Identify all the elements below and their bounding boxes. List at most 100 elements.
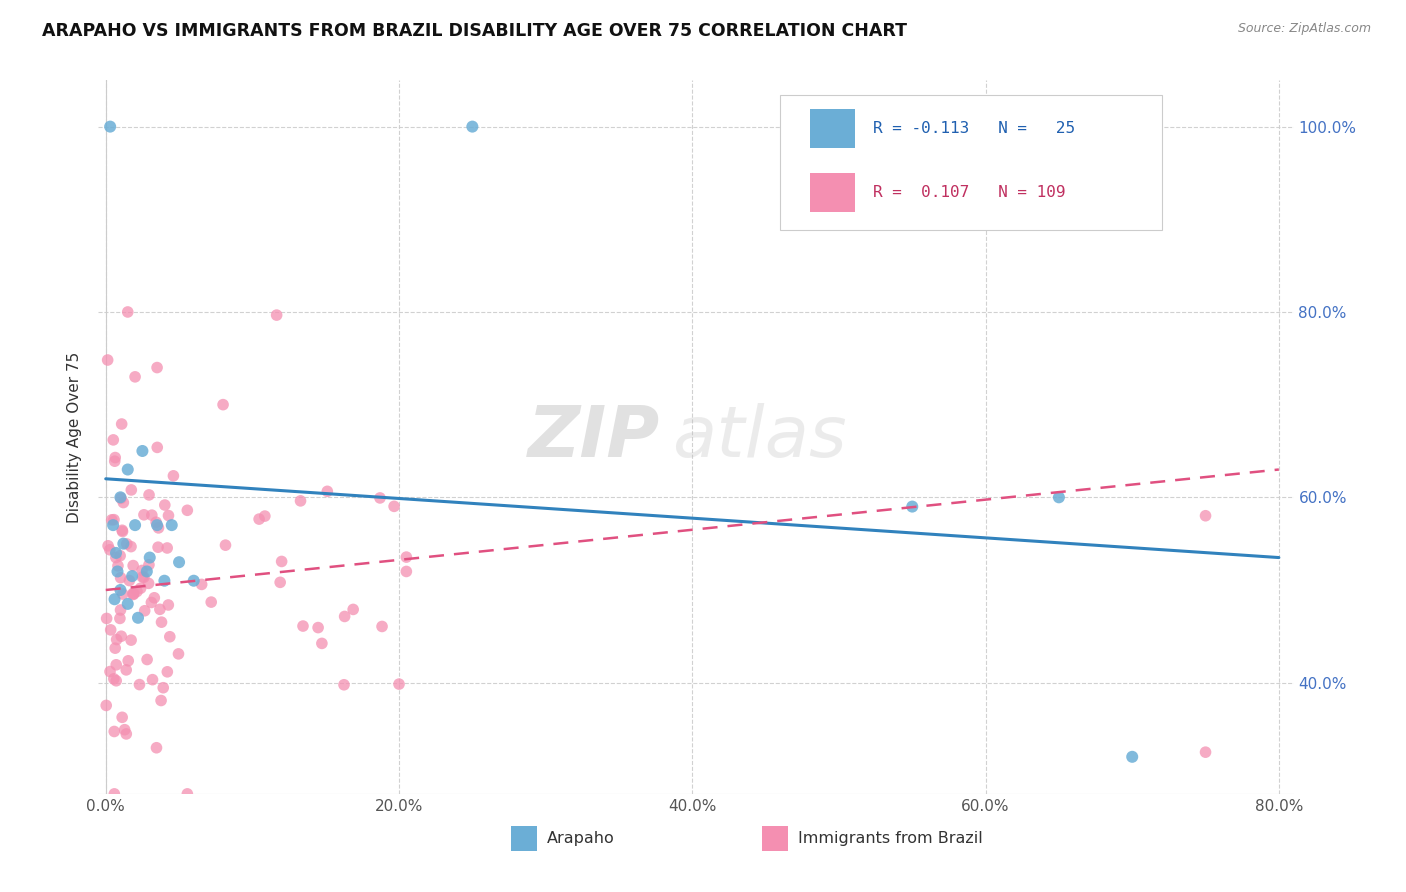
Point <box>395 550 418 565</box>
Point <box>124 518 146 533</box>
Text: atlas: atlas <box>672 402 846 472</box>
Point <box>104 641 127 656</box>
Point <box>132 508 155 522</box>
Text: R =  0.107   N = 109: R = 0.107 N = 109 <box>873 186 1066 200</box>
Point <box>104 454 127 468</box>
Text: R = -0.113   N =   25: R = -0.113 N = 25 <box>873 121 1076 136</box>
Point <box>105 632 128 647</box>
Point <box>112 495 135 509</box>
Point <box>162 468 184 483</box>
Point <box>122 587 145 601</box>
Point <box>110 491 132 506</box>
Point <box>143 591 166 605</box>
Point <box>135 565 157 579</box>
Point <box>122 587 145 601</box>
Point <box>110 491 132 505</box>
Point <box>270 554 292 568</box>
Point <box>112 536 135 550</box>
Point <box>145 740 167 755</box>
Point <box>333 678 356 692</box>
Point <box>127 611 149 625</box>
Point <box>395 565 418 579</box>
Point <box>115 727 138 741</box>
Point <box>115 537 138 551</box>
Point <box>105 546 128 560</box>
Point <box>103 672 125 686</box>
Point <box>114 723 136 737</box>
Point <box>110 629 132 643</box>
Point <box>111 524 134 539</box>
Point <box>125 584 148 599</box>
Point <box>122 558 145 573</box>
Text: ARAPAHO VS IMMIGRANTS FROM BRAZIL DISABILITY AGE OVER 75 CORRELATION CHART: ARAPAHO VS IMMIGRANTS FROM BRAZIL DISABI… <box>42 22 907 40</box>
Text: Immigrants from Brazil: Immigrants from Brazil <box>797 831 983 846</box>
Point <box>134 604 156 618</box>
Point <box>138 558 160 572</box>
Point <box>1194 745 1216 759</box>
Point <box>110 571 132 585</box>
Point <box>108 611 131 625</box>
Point <box>131 564 153 578</box>
Point <box>247 512 270 526</box>
Point <box>98 542 121 557</box>
Point <box>214 538 236 552</box>
Point <box>98 120 121 134</box>
Point <box>100 513 122 527</box>
Point <box>150 615 173 629</box>
Point <box>176 787 198 801</box>
Point <box>148 521 170 535</box>
Point <box>124 369 146 384</box>
Point <box>141 508 163 523</box>
Point <box>103 513 125 527</box>
Point <box>97 539 120 553</box>
Point <box>103 433 125 447</box>
Text: Arapaho: Arapaho <box>547 831 614 846</box>
Point <box>167 647 190 661</box>
Point <box>153 498 176 512</box>
Point <box>117 597 139 611</box>
Point <box>128 677 150 691</box>
Point <box>100 623 122 637</box>
Point <box>371 619 394 633</box>
Point <box>105 673 128 688</box>
Point <box>108 549 131 563</box>
Point <box>388 677 411 691</box>
Point <box>111 523 134 537</box>
Point <box>104 450 127 465</box>
Point <box>97 353 120 368</box>
Bar <box>762 826 787 851</box>
Point <box>159 630 181 644</box>
Point <box>118 574 141 588</box>
Point <box>1121 749 1143 764</box>
Point <box>1194 508 1216 523</box>
Point <box>121 569 143 583</box>
Point <box>111 710 134 724</box>
Point <box>152 681 174 695</box>
Point <box>1047 491 1070 505</box>
Point <box>266 308 288 322</box>
Point <box>146 441 169 455</box>
Point <box>103 787 125 801</box>
Y-axis label: Disability Age Over 75: Disability Age Over 75 <box>67 351 83 523</box>
Point <box>461 120 484 134</box>
Point <box>307 621 329 635</box>
Point <box>96 698 118 713</box>
Point <box>156 665 179 679</box>
Point <box>269 575 291 590</box>
Point <box>212 398 235 412</box>
Point <box>200 595 222 609</box>
Bar <box>810 173 855 212</box>
Point <box>176 503 198 517</box>
Point <box>149 602 172 616</box>
Point <box>156 541 179 555</box>
Point <box>290 494 312 508</box>
Point <box>117 305 139 319</box>
Point <box>138 576 160 591</box>
Point <box>146 540 169 554</box>
Point <box>120 540 142 554</box>
Point <box>117 654 139 668</box>
Point <box>111 417 134 431</box>
Point <box>146 518 169 533</box>
Point <box>105 657 128 672</box>
Point <box>292 619 315 633</box>
